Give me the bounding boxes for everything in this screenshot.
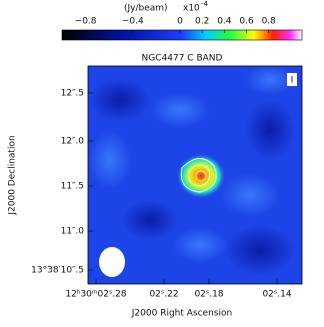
colorbar: [61, 29, 303, 41]
colorbar-label: (Jy/beam) x10 -4: [124, 0, 209, 14]
plot-frame: [87, 65, 303, 285]
image: [88, 66, 302, 284]
x-tick-label: 02ˢ.14: [262, 290, 291, 300]
colorbar-tick-label: 0.4: [217, 17, 232, 27]
y-tick-label: 13°38′10″.5: [31, 266, 84, 276]
colorbar-tick-label: 0: [177, 17, 183, 27]
colorbar-tick-label: −0.8: [75, 17, 97, 27]
colorbar-unit: (Jy/beam): [124, 4, 168, 14]
y-tick-label: 11″.0: [61, 227, 85, 237]
colorbar-exponent: -4: [201, 0, 209, 8]
stokes-box: [287, 73, 297, 86]
colorbar-tick-label: 0.8: [262, 17, 277, 27]
chart-title: NGC4477 C BAND: [142, 54, 223, 64]
y-axis-title: J2000 Declination: [8, 135, 18, 215]
y-tick-label: 11″.5: [61, 182, 84, 192]
y-tick-label: 12″.0: [61, 137, 85, 147]
colorbar-tick-label: 0.6: [239, 17, 254, 27]
colorbar-tick-label: 0.2: [195, 17, 209, 27]
x-tick-label: 12ʰ30ᵐ02ˢ.28: [65, 290, 127, 300]
colorbar-scale: x10: [183, 4, 200, 14]
x-tick-label: 02ˢ.18: [194, 290, 223, 300]
x-tick-label: 02ˢ.22: [149, 290, 178, 300]
x-axis-title: J2000 Right Ascension: [131, 309, 232, 319]
stokes-label: I: [291, 76, 294, 86]
colorbar-tick-label: −0.4: [122, 17, 144, 27]
y-tick-label: 12″.5: [61, 89, 84, 99]
